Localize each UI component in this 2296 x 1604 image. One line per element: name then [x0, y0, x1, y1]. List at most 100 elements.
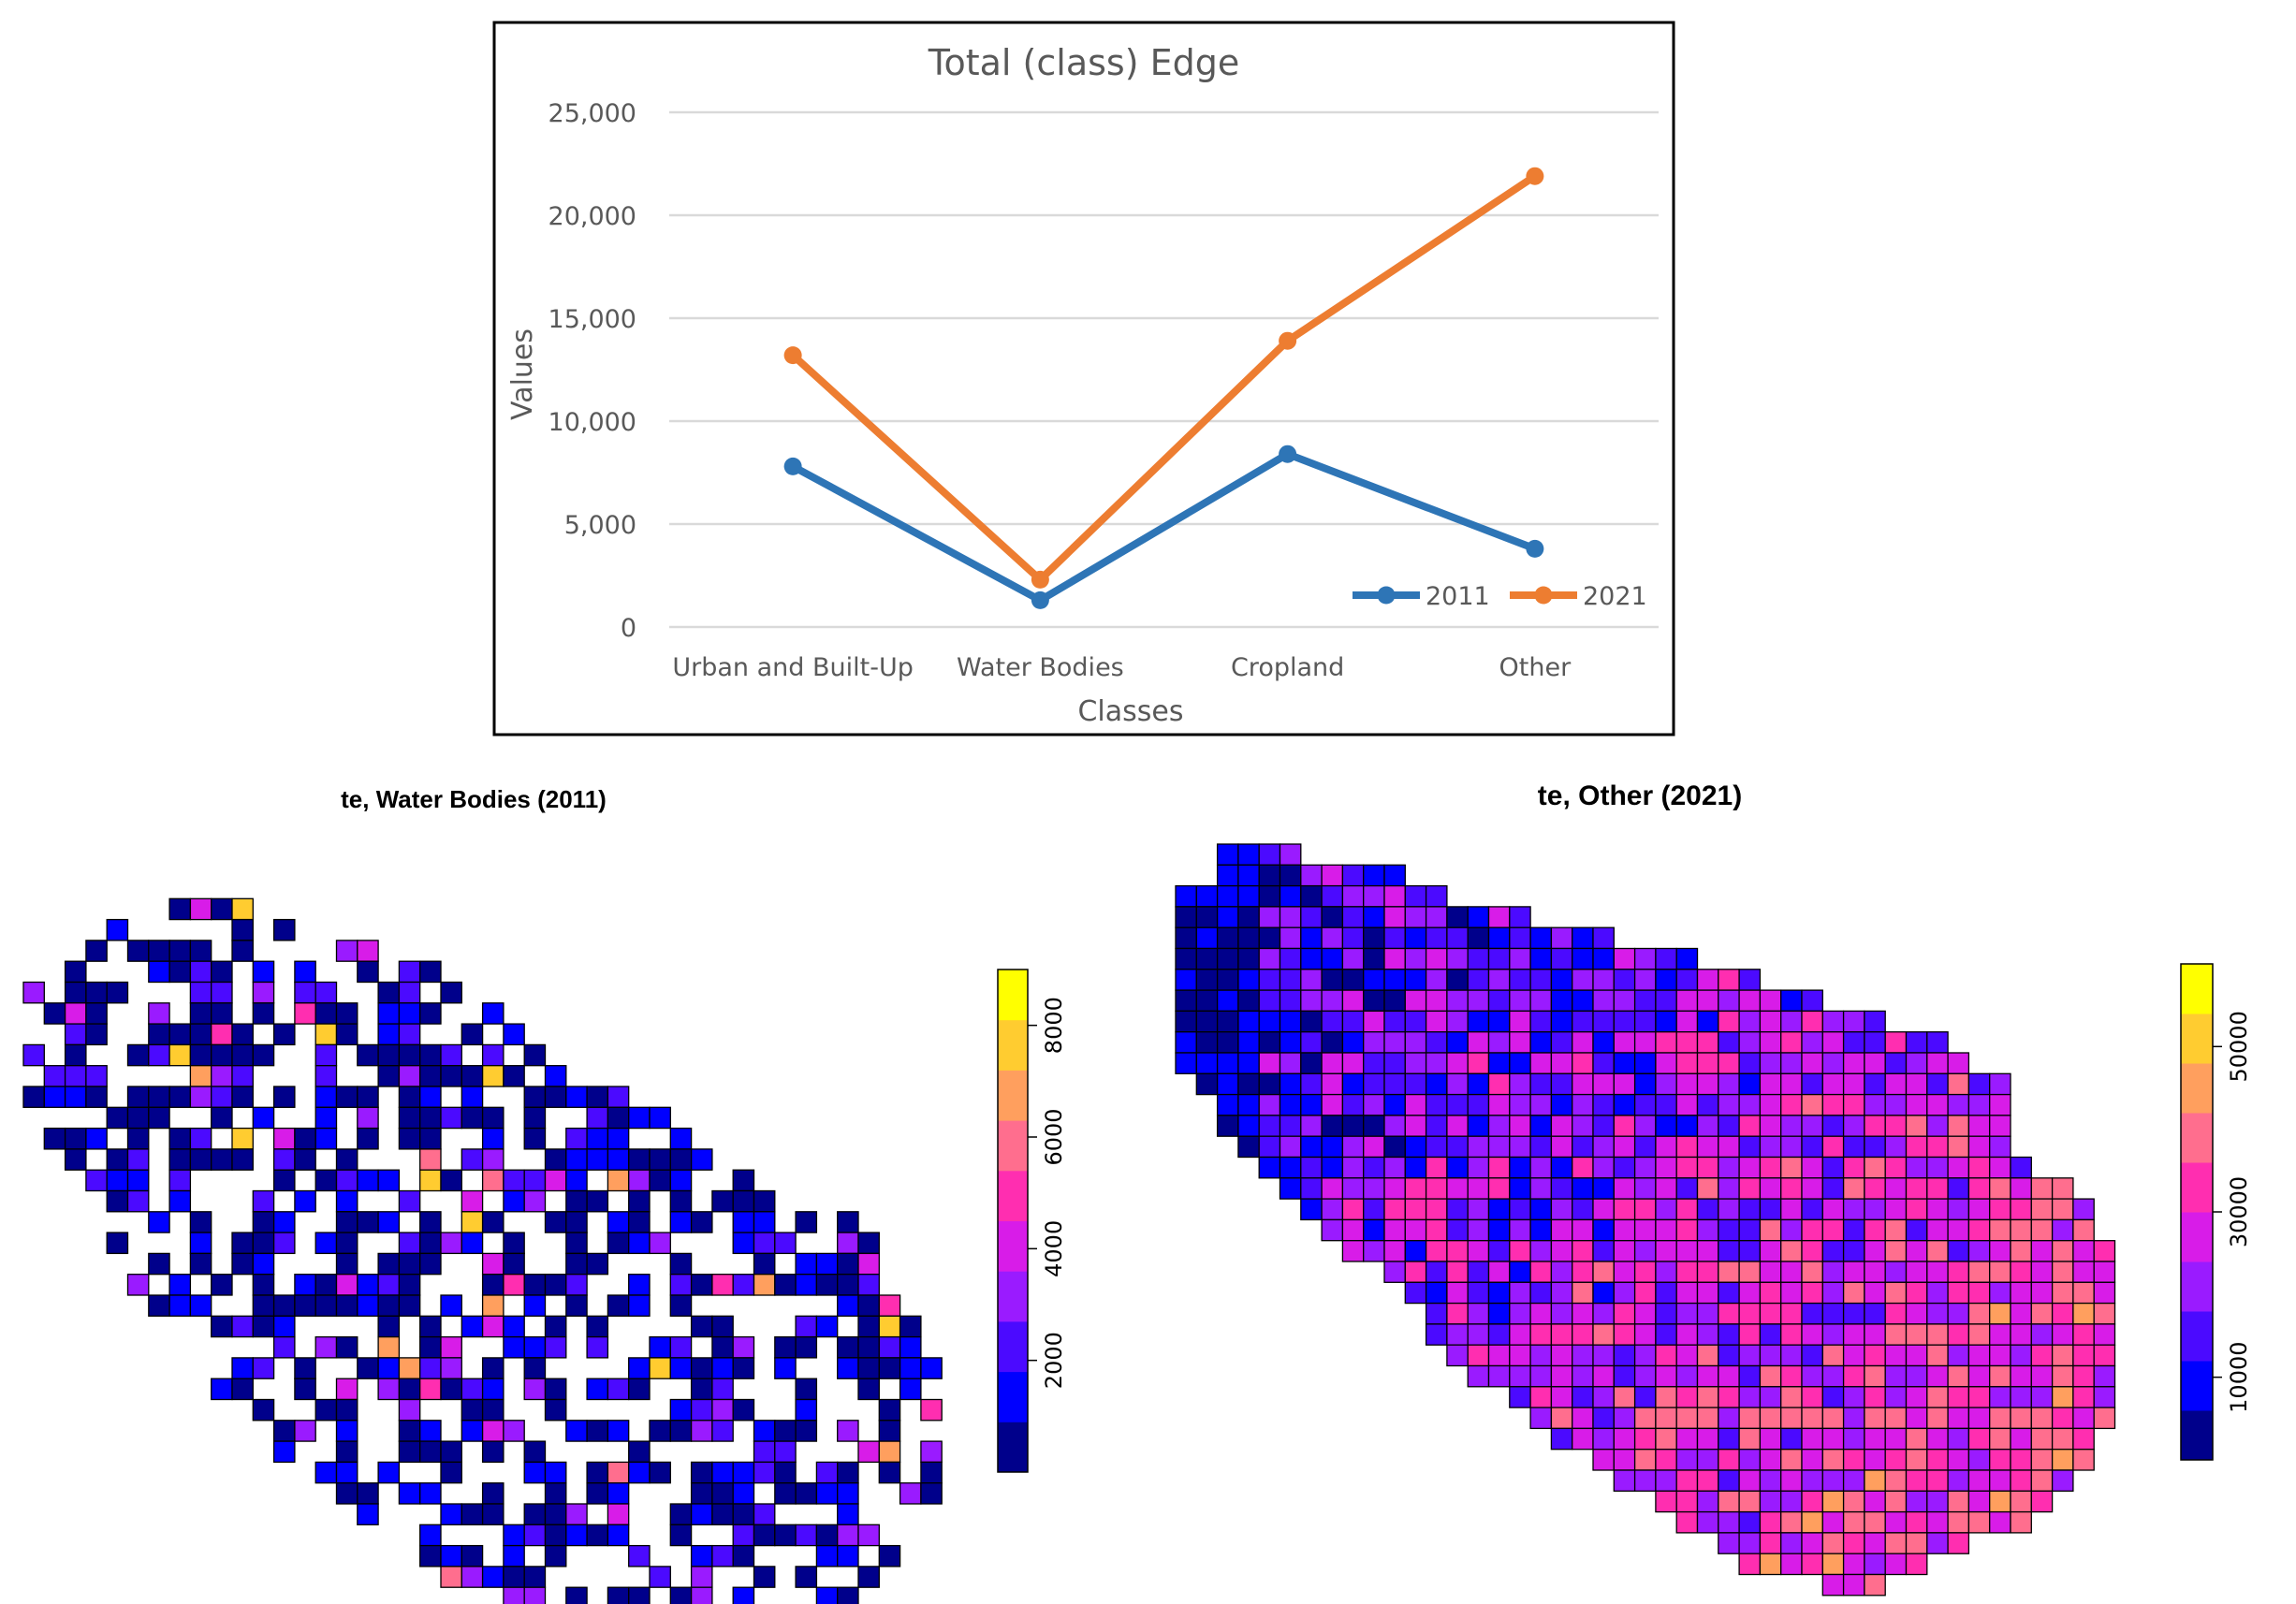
colorbar-band — [2181, 964, 2213, 1014]
map2-cell — [1738, 1010, 1762, 1033]
map1-cell — [461, 1106, 484, 1130]
map2-cell — [2093, 1302, 2116, 1325]
map2-cell — [1550, 1198, 1573, 1221]
map1-cell — [461, 1315, 484, 1338]
map1-cell — [314, 1043, 338, 1067]
map1-cell — [503, 1544, 525, 1568]
map1-cell — [669, 1398, 693, 1422]
map2-cell — [2010, 1218, 2032, 1242]
map2-cell — [2051, 1364, 2074, 1388]
map2-cell — [1613, 1364, 1636, 1388]
map2-cell — [1237, 947, 1260, 970]
map2-cell — [1363, 884, 1385, 908]
map1-cell — [503, 1420, 525, 1442]
map2-cell — [1842, 1010, 1865, 1033]
map2-cell — [1905, 1469, 1928, 1492]
map1-cell — [168, 1127, 192, 1150]
map2-cell — [1967, 1198, 1991, 1221]
map2-cell — [1780, 1218, 1803, 1242]
map1-cell — [481, 1315, 505, 1338]
map2-cell — [1989, 1302, 2011, 1325]
map2-cell — [1967, 1449, 1991, 1471]
map2-cell — [1718, 1093, 1740, 1116]
map2-cell — [1258, 926, 1281, 950]
map1-cell — [294, 1357, 316, 1379]
map2-cell — [1655, 1407, 1677, 1430]
map1-cell — [523, 1440, 547, 1464]
map2-cell — [1718, 1532, 1740, 1554]
map1-cell — [419, 1335, 442, 1359]
map2-cell — [1550, 1261, 1573, 1283]
map2-cell — [1425, 947, 1448, 970]
map1-cell — [168, 897, 192, 921]
map1-cell — [503, 1023, 525, 1046]
map2-cell — [2051, 1177, 2074, 1200]
map2-cell — [1216, 1031, 1239, 1054]
map2-cell — [1718, 969, 1740, 991]
map2-cell — [1675, 947, 1699, 970]
map2-cell — [1759, 1156, 1782, 1179]
map1-cell — [669, 1252, 693, 1276]
map2-cell — [1759, 1449, 1782, 1471]
map1-cell — [711, 1378, 734, 1401]
map2-cell — [2051, 1449, 2074, 1471]
map2-cell — [1947, 1302, 1970, 1325]
map2-cell — [1675, 969, 1699, 991]
map2-cell — [1592, 1072, 1615, 1096]
map1-cell — [878, 1335, 901, 1359]
map2-cell — [1404, 969, 1427, 991]
map2-cell — [1947, 1135, 1970, 1159]
map2-cell — [1258, 1052, 1281, 1074]
map2-cell — [1905, 1427, 1928, 1451]
map2-cell — [2030, 1344, 2054, 1367]
map2-cell — [1633, 1281, 1657, 1305]
map1-cell — [335, 1023, 358, 1046]
map2-cell — [1801, 1198, 1823, 1221]
map2-cell — [1967, 1218, 1991, 1242]
map1-cell — [732, 1586, 755, 1604]
map1-cell — [440, 1566, 462, 1588]
map1-cell — [690, 1357, 713, 1379]
map2-cell — [1884, 1156, 1908, 1179]
map2-cell — [1487, 926, 1511, 950]
map2-cell — [1529, 1093, 1553, 1116]
map1-cell — [106, 1148, 129, 1171]
map1-cell — [22, 981, 45, 1004]
map1-cell — [335, 1211, 358, 1233]
map1-cell — [649, 1357, 671, 1379]
map2-cell — [1487, 1156, 1511, 1179]
map2-cell — [1633, 1093, 1657, 1116]
map2-cell — [1926, 1115, 1949, 1137]
map2-cell — [1905, 1510, 1928, 1534]
map2-cell — [1905, 1449, 1928, 1471]
map2-cell — [2030, 1240, 2054, 1262]
map1-cell — [211, 1148, 233, 1171]
map2-cell — [1780, 1427, 1803, 1451]
map2-cell — [1195, 906, 1219, 928]
map2-cell — [1718, 1261, 1740, 1283]
map2-cell — [1738, 1407, 1762, 1430]
map2-cell — [1905, 1386, 1928, 1408]
map1-cell — [398, 1232, 421, 1255]
map2-cell — [1509, 1093, 1531, 1116]
legend-marker — [1377, 586, 1396, 605]
map2-cell — [1884, 1510, 1908, 1534]
map2-cell — [1592, 1135, 1615, 1159]
map1-cell — [523, 1586, 547, 1604]
map2-cell — [2030, 1427, 2054, 1451]
map2-cell — [1801, 1093, 1823, 1116]
map1-cell — [544, 1398, 567, 1422]
map2-cell — [1300, 884, 1323, 908]
map2-cell — [1905, 1115, 1928, 1137]
map2-cell — [2030, 1177, 2054, 1200]
map1-cell — [523, 1461, 547, 1484]
colorbar-tick-label: 2000 — [1041, 1332, 1067, 1389]
map1-cell — [168, 1274, 192, 1296]
map2-cell — [1237, 1115, 1260, 1137]
map2-cell — [1509, 1052, 1531, 1074]
map2-cell — [1884, 1364, 1908, 1388]
map1-cell — [419, 1440, 442, 1464]
map1-cell — [523, 1335, 547, 1359]
map2-cell — [1926, 1344, 1949, 1367]
map2-cell — [1801, 1072, 1823, 1096]
